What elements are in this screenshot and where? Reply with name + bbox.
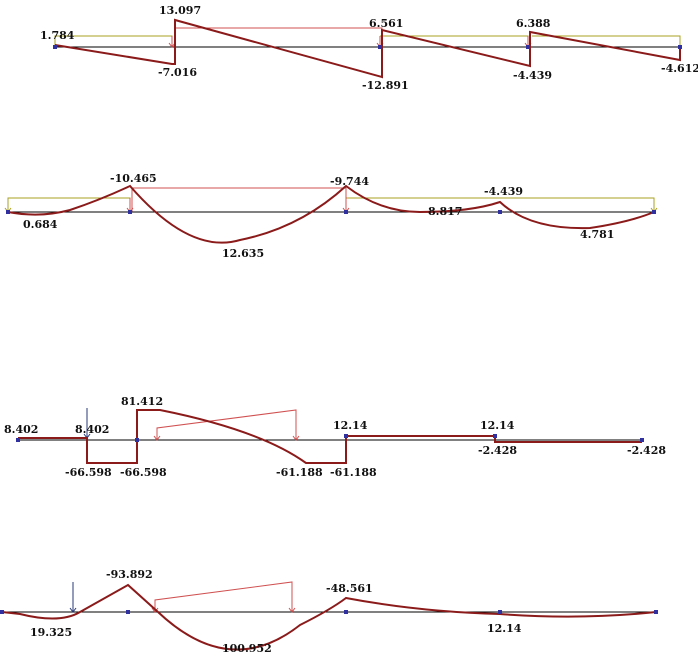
node-marker xyxy=(53,45,57,49)
node-marker xyxy=(126,610,130,614)
load-box xyxy=(131,187,347,212)
node-marker xyxy=(128,210,132,214)
value-label: 1.784 xyxy=(40,29,75,42)
moment-diagram-2: -93.892 19.325 100.952 -48.561 12.14 xyxy=(0,568,658,655)
support-arrow xyxy=(292,410,300,441)
node-marker xyxy=(344,434,348,438)
node-marker xyxy=(344,210,348,214)
value-label: 0.684 xyxy=(23,218,58,231)
moment-curve xyxy=(1,583,657,651)
value-label: -9.744 xyxy=(330,175,369,188)
value-label: -2.428 xyxy=(627,444,666,457)
value-label: 81.412 xyxy=(121,395,163,408)
moment-curve xyxy=(7,184,655,244)
envelope-outline xyxy=(532,35,681,47)
value-label: 19.325 xyxy=(30,626,72,639)
node-marker xyxy=(526,45,530,49)
node-marker xyxy=(654,610,658,614)
value-label: -12.891 xyxy=(362,79,409,92)
value-label: -7.016 xyxy=(158,66,197,79)
value-label: 4.781 xyxy=(580,228,614,241)
node-marker xyxy=(678,45,682,49)
value-label: 8.817 xyxy=(428,205,462,218)
node-marker xyxy=(498,610,502,614)
node-marker xyxy=(0,610,4,614)
value-label: -93.892 xyxy=(106,568,153,581)
shear-curve xyxy=(54,18,681,79)
value-label: -61.188 xyxy=(330,466,377,479)
value-label: 12.14 xyxy=(487,622,522,635)
value-label: 6.388 xyxy=(516,17,551,30)
value-label: -66.598 xyxy=(120,466,167,479)
point-load-arrow xyxy=(69,582,77,613)
value-label: -10.465 xyxy=(110,172,157,185)
value-label: 8.402 xyxy=(4,423,38,436)
value-label: -4.439 xyxy=(484,185,523,198)
node-marker xyxy=(344,610,348,614)
node-marker xyxy=(378,45,382,49)
value-label: -4.612 xyxy=(661,62,698,75)
shear-diagram-1: 1.784 13.097 -7.016 6.561 -12.891 6.388 … xyxy=(40,4,698,92)
support-arrow xyxy=(342,198,350,213)
value-label: 100.952 xyxy=(222,642,272,655)
node-marker xyxy=(652,210,656,214)
value-label: 12.14 xyxy=(480,419,515,432)
value-label: -66.598 xyxy=(65,466,112,479)
value-label: -2.428 xyxy=(478,444,517,457)
value-label: -48.561 xyxy=(326,582,373,595)
support-arrow xyxy=(4,198,12,213)
value-label: 12.14 xyxy=(333,419,368,432)
support-arrow xyxy=(153,428,161,441)
load-box xyxy=(154,581,293,612)
shear-diagram-2: 8.402 8.402 -66.598 -66.598 81.412 -61.1… xyxy=(4,395,666,479)
moment-diagram-1: -10.465 0.684 12.635 -9.744 8.817 -4.439… xyxy=(4,172,658,260)
value-label: -61.188 xyxy=(276,466,323,479)
envelope-outline xyxy=(380,35,529,47)
node-marker xyxy=(16,438,20,442)
node-marker xyxy=(498,210,502,214)
value-label: -4.439 xyxy=(513,69,552,82)
value-label: 6.561 xyxy=(369,17,403,30)
shear-curve xyxy=(18,409,642,464)
node-marker xyxy=(640,438,644,442)
node-marker xyxy=(493,434,497,438)
value-label: 12.635 xyxy=(222,247,264,260)
envelope-outline xyxy=(346,197,655,212)
support-arrow xyxy=(288,582,296,613)
node-marker xyxy=(6,210,10,214)
value-label: 13.097 xyxy=(159,4,201,17)
node-marker xyxy=(135,438,139,442)
load-box xyxy=(174,27,383,47)
support-arrow xyxy=(650,198,658,213)
value-label: 8.402 xyxy=(75,423,109,436)
